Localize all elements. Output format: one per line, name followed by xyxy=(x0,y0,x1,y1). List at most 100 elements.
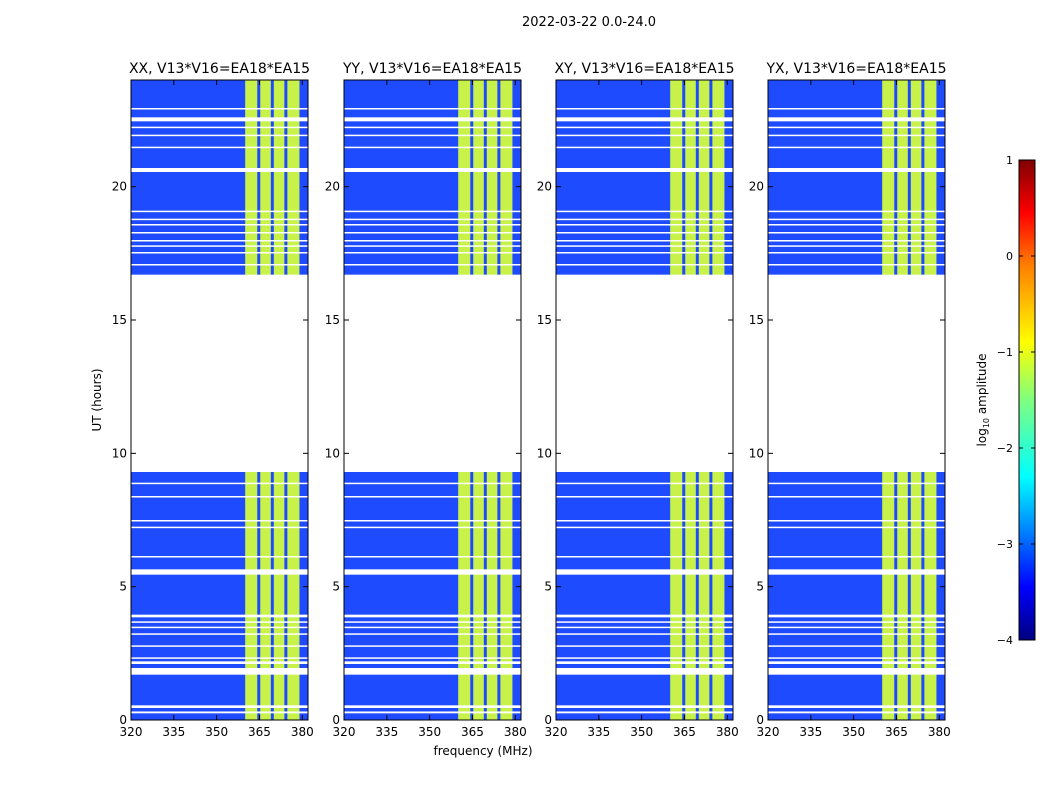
panel-xy-flagged-range xyxy=(556,126,733,129)
panel-xy-flagged-range xyxy=(556,252,733,254)
panel-yx-flagged-range xyxy=(768,210,945,213)
panel-yy-flagged-range xyxy=(344,520,521,522)
x-tick-label: 365 xyxy=(248,725,271,739)
x-tick-label: 380 xyxy=(716,725,739,739)
x-tick-label: 320 xyxy=(333,725,356,739)
panel-yx-flagged-range xyxy=(768,614,945,618)
panel-xx-flagged-range xyxy=(131,520,308,522)
panel-yx-flagged-range xyxy=(768,645,945,647)
panels-layer: XX, V13*V16=EA18*EA15 320 335 350 365 380 0 5 10… xyxy=(112,61,951,739)
panel-yx-frame xyxy=(767,79,946,721)
panel-xx-title: XX, V13*V16=EA18*EA15 xyxy=(129,61,310,77)
x-tick-label: 350 xyxy=(205,725,228,739)
y-tick-label: 0 xyxy=(119,713,127,727)
panel-yx-flagged-range xyxy=(768,240,945,242)
panel-yx-flagged-range xyxy=(768,117,945,122)
panel-xx-flagged-range xyxy=(131,482,308,485)
panel-xx-flagged-range xyxy=(131,633,308,635)
panel-xy-flagged-range xyxy=(556,232,733,234)
y-tick-label: 0 xyxy=(756,713,764,727)
panel-xy-flagged-range xyxy=(556,108,733,110)
y-tick-label: 20 xyxy=(537,180,552,194)
figure-title: 2022-03-22 0.0-24.0 xyxy=(522,15,656,30)
panel-yx-flagged-range xyxy=(768,526,945,529)
y-tick-label: 10 xyxy=(325,446,340,460)
panel-yy-flagged-range xyxy=(344,705,521,708)
panel-yy: YY, V13*V16=EA18*EA15 320 335 350 365 380 0 5 10… xyxy=(325,61,527,739)
panel-yy-flagged-range xyxy=(344,645,521,647)
panel-yy-flagged-range xyxy=(344,614,521,618)
panel-xx-flagged-range xyxy=(131,252,308,254)
panel-xy-title: XY, V13*V16=EA18*EA15 xyxy=(554,61,734,77)
panel-xx-flagged-range xyxy=(131,218,308,221)
panel-yx-flagged-range xyxy=(768,168,945,172)
y-tick-label: 10 xyxy=(749,446,764,460)
y-tick-label: 10 xyxy=(537,446,552,460)
x-tick-label: 380 xyxy=(928,725,951,739)
colorbar: 10−1−2−3−4 log10 amplitude xyxy=(975,154,1036,647)
panel-xy-flagged-range xyxy=(556,657,733,659)
panel-yx-flagged-range xyxy=(768,218,945,221)
panel-yx-flagged-range xyxy=(768,569,945,575)
panel-xx-flagged-range xyxy=(131,224,308,226)
panel-yx-flagged-range xyxy=(768,274,945,472)
panel-xy-flagged-range xyxy=(556,224,733,226)
y-tick-label: 0 xyxy=(544,713,552,727)
panel-xy-flagged-range xyxy=(556,661,733,664)
x-tick-label: 335 xyxy=(162,725,185,739)
panel-yx-flagged-range xyxy=(768,705,945,708)
panel-yy-flagged-range xyxy=(344,146,521,149)
panel-xy-flagged-range xyxy=(556,117,733,122)
x-tick-label: 320 xyxy=(757,725,780,739)
panel-xy-flagged-range xyxy=(556,668,733,675)
panel-xx-flagged-range xyxy=(131,496,308,498)
panel-yy-flagged-range xyxy=(344,264,521,266)
panel-xy-flagged-range xyxy=(556,633,733,635)
panel-yy-flagged-range xyxy=(344,245,521,247)
panel-xx-frame xyxy=(130,79,309,721)
panel-yy-flagged-range xyxy=(344,526,521,529)
panel-xx-flagged-range xyxy=(131,134,308,137)
y-tick-label: 5 xyxy=(119,580,127,594)
y-tick-label: 15 xyxy=(112,313,127,327)
x-tick-label: 365 xyxy=(885,725,908,739)
panel-xx: XX, V13*V16=EA18*EA15 320 335 350 365 380 0 5 10… xyxy=(112,61,314,739)
panel-xx-flagged-range xyxy=(131,245,308,247)
panel-yy-flagged-range xyxy=(344,117,521,122)
colorbar-tick-label: −4 xyxy=(997,634,1013,647)
x-tick-label: 350 xyxy=(630,725,653,739)
panel-yy-flagged-range xyxy=(344,240,521,242)
panel-xy-flagged-range xyxy=(556,146,733,149)
y-tick-label: 5 xyxy=(756,580,764,594)
panel-yx-flagged-range xyxy=(768,482,945,485)
panel-xx-flagged-range xyxy=(131,232,308,234)
panel-xy-frame xyxy=(555,79,734,721)
panel-yx-flagged-range xyxy=(768,661,945,664)
panel-xy-flagged-range xyxy=(556,245,733,247)
panel-xy-flagged-range xyxy=(556,520,733,522)
panel-xy-flagged-range xyxy=(556,168,733,172)
panel-xx-flagged-range xyxy=(131,705,308,708)
y-tick-label: 15 xyxy=(749,313,764,327)
panel-xy-flagged-range xyxy=(556,210,733,213)
panel-yx-flagged-range xyxy=(768,252,945,254)
y-tick-label: 0 xyxy=(332,713,340,727)
panel-xx-flagged-range xyxy=(131,117,308,122)
panel-yx-flagged-range xyxy=(768,668,945,675)
panel-xx-flagged-range xyxy=(131,626,308,629)
panel-xx-flagged-range xyxy=(131,108,308,110)
panel-yx-title: YX, V13*V16=EA18*EA15 xyxy=(765,61,946,77)
panel-xx-flagged-range xyxy=(131,274,308,472)
panel-yx-flagged-range xyxy=(768,224,945,226)
panel-yy-flagged-range xyxy=(344,569,521,575)
x-tick-label: 365 xyxy=(461,725,484,739)
panel-yy-flagged-range xyxy=(344,633,521,635)
colorbar-tick-label: 0 xyxy=(1006,250,1013,263)
panel-yx-flagged-range xyxy=(768,657,945,659)
panel-xx-flagged-range xyxy=(131,126,308,129)
panel-yy-flagged-range xyxy=(344,232,521,234)
panel-yy-flagged-range xyxy=(344,482,521,485)
panel-xx-flagged-range xyxy=(131,240,308,242)
y-tick-label: 5 xyxy=(544,580,552,594)
panel-xx-flagged-range xyxy=(131,556,308,558)
